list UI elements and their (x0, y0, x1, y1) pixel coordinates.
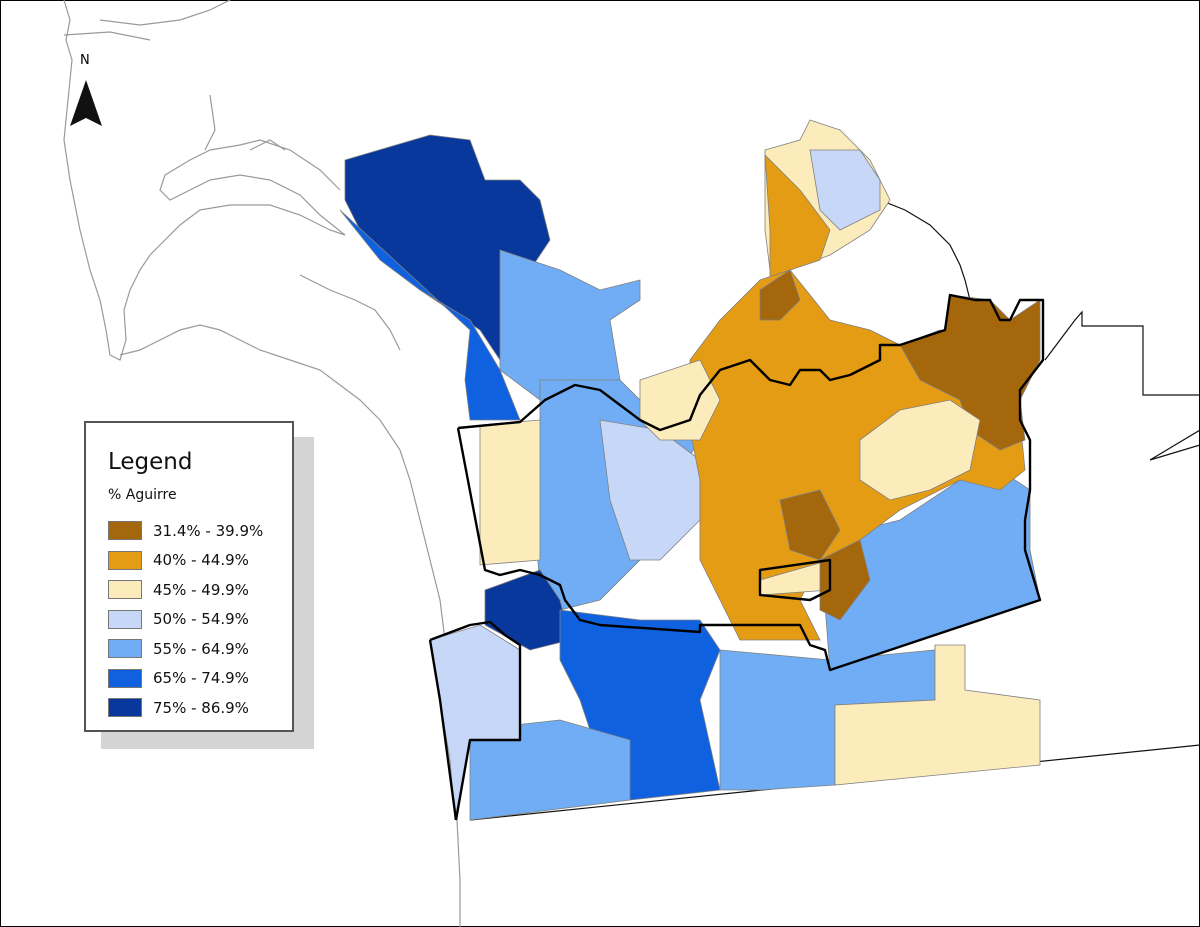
legend-label: 45% - 49.9% (153, 580, 249, 599)
legend-item: 40% - 44.9% (108, 546, 263, 576)
legend-swatch (108, 609, 142, 629)
legend-item: 65% - 74.9% (108, 664, 263, 694)
region-center-brown (779, 489, 841, 561)
legend-swatch (108, 698, 142, 718)
legend-label: 31.4% - 39.9% (153, 521, 264, 540)
legend-label: 50% - 54.9% (153, 610, 249, 629)
legend-items: 31.4% - 39.9% 40% - 44.9% 45% - 49.9% 50… (108, 516, 263, 723)
region-east-brown (759, 269, 801, 321)
legend-swatch (108, 521, 142, 541)
legend-item: 55% - 64.9% (108, 634, 263, 664)
legend-label: 65% - 74.9% (153, 669, 249, 688)
region-central-cream (479, 419, 541, 566)
legend-box: Legend % Aguirre 31.4% - 39.9% 40% - 44.… (84, 421, 294, 732)
region-southeast-cream (834, 644, 1041, 786)
legend-label: 40% - 44.9% (153, 551, 249, 570)
region-north-arm-pale (809, 149, 881, 231)
legend-item: 31.4% - 39.9% (108, 516, 263, 546)
legend-swatch (108, 639, 142, 659)
legend-item: 50% - 54.9% (108, 605, 263, 635)
region-east-cream (859, 399, 981, 501)
north-label: N (80, 53, 90, 68)
legend-item: 45% - 49.9% (108, 575, 263, 605)
region-south-brown (819, 539, 871, 621)
legend-label: 55% - 64.9% (153, 639, 249, 658)
district-regions (339, 119, 1041, 821)
legend-item: 75% - 86.9% (108, 693, 263, 723)
region-northwest-light (499, 249, 641, 401)
legend-swatch (108, 580, 142, 600)
legend-swatch (108, 550, 142, 570)
north-arrow-icon (64, 52, 108, 132)
region-northwest-mid (339, 209, 521, 421)
district-boundaries (428, 293, 1045, 821)
legend-title: Legend (108, 449, 193, 475)
legend-label: 75% - 86.9% (153, 698, 249, 717)
region-south-light (469, 719, 631, 821)
region-north-arm-orange (764, 153, 831, 281)
legend-subtitle: % Aguirre (108, 487, 177, 503)
legend-swatch (108, 668, 142, 688)
